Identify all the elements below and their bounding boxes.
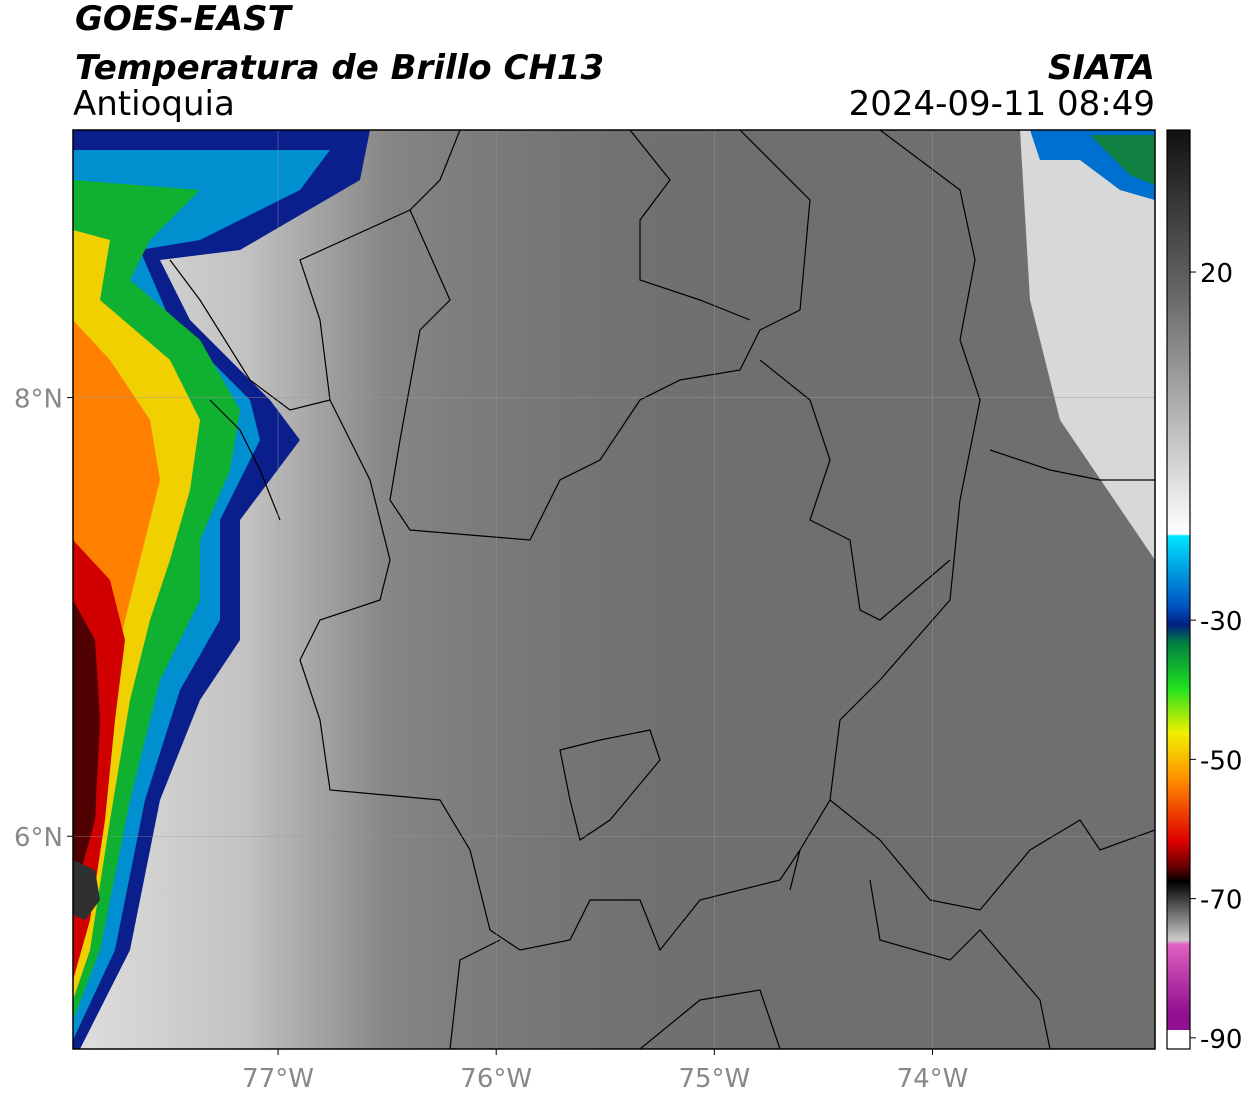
- colorbar-tick-label: -30: [1200, 607, 1242, 637]
- region-label: Antioquia: [73, 84, 235, 124]
- grid: [73, 130, 1155, 1049]
- x-tick-label: 74°W: [897, 1064, 969, 1094]
- datetime-label: 2024-09-11 08:49: [849, 84, 1155, 124]
- satellite-title: GOES-EAST: [75, 0, 294, 39]
- colorbar-tick-label: -50: [1200, 746, 1242, 776]
- source-label: SIATA: [1048, 48, 1155, 88]
- x-tick-label: 77°W: [242, 1064, 314, 1094]
- satellite-image: [73, 130, 1155, 1049]
- y-tick-label: 8°N: [14, 385, 63, 415]
- boundaries: [169, 130, 1155, 1049]
- colorbar-tick-label: 20: [1200, 259, 1233, 289]
- product-title: Temperatura de Brillo CH13: [75, 48, 604, 88]
- x-tick-label: 76°W: [460, 1064, 532, 1094]
- colorbar-extend: [1167, 1030, 1190, 1049]
- colorbar: [1167, 130, 1190, 1030]
- map-frame: [72, 129, 1156, 1050]
- x-tick-label: 75°W: [678, 1064, 750, 1094]
- y-tick-label: 6°N: [14, 823, 63, 853]
- colorbar-frame: [1166, 129, 1191, 1050]
- colorbar-tick-label: -90: [1200, 1025, 1242, 1055]
- colorbar-tick-label: -70: [1200, 886, 1242, 916]
